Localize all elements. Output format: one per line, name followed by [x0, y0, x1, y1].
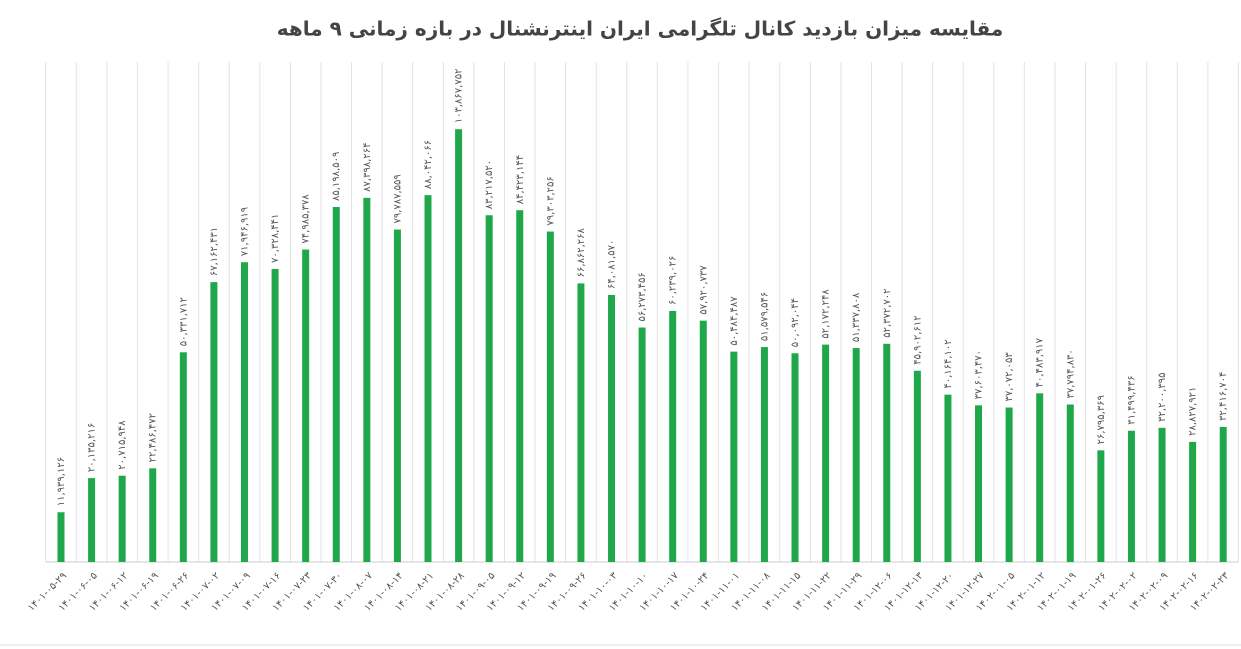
bar — [760, 347, 768, 562]
bar — [608, 294, 616, 562]
value-label: ۸۴,۴۲۳,۱۴۴ — [515, 155, 526, 204]
bar — [1219, 426, 1227, 562]
value-label: ۶۰,۲۳۹,۰۲۶ — [668, 256, 679, 305]
value-label: ۵۲,۱۷۲,۲۴۸ — [821, 289, 832, 339]
bar — [118, 475, 126, 562]
value-label: ۸۸,۰۴۲,۰۶۶ — [423, 140, 434, 189]
value-label: ۳۷,۶۰۳,۴۷۰ — [974, 350, 985, 399]
bar — [363, 197, 371, 562]
value-label: ۴۵,۹۰۲,۶۱۲ — [912, 315, 923, 364]
bar — [1189, 441, 1197, 562]
bar — [546, 231, 554, 562]
value-label: ۲۰,۷۱۵,۹۴۸ — [117, 420, 128, 470]
value-label: ۲۰,۱۳۵,۲۱۶ — [87, 423, 98, 472]
bar — [638, 327, 646, 562]
bar — [424, 195, 432, 562]
bar — [822, 344, 830, 562]
value-label: ۷۰,۳۲۸,۴۴۱ — [270, 214, 281, 263]
value-label: ۵۶,۲۷۳,۴۵۶ — [637, 272, 648, 321]
bar — [455, 129, 463, 562]
value-label: ۷۱,۹۴۶,۹۱۹ — [240, 207, 251, 256]
value-label: ۲۶,۷۹۵,۳۶۹ — [1096, 395, 1107, 444]
value-label: ۵۰,۰۹۲,۰۴۴ — [790, 298, 801, 347]
bar — [1097, 450, 1105, 562]
value-label: ۳۷,۷۹۴,۸۳۰ — [1065, 349, 1076, 398]
chart-title: مقایسه میزان بازدید کانال تلگرامی ایران … — [277, 17, 1004, 41]
bar — [210, 282, 218, 562]
value-label: ۳۲,۲۰۰,۳۹۵ — [1157, 373, 1168, 422]
bar — [516, 210, 524, 563]
value-label: ۳۲,۴۱۶,۷۰۴ — [1218, 372, 1229, 421]
bar — [913, 370, 921, 562]
value-label: ۵۱,۳۳۷,۸۰۸ — [851, 292, 862, 342]
bar — [241, 262, 248, 562]
value-label: ۲۲,۴۸۶,۴۷۲ — [148, 413, 159, 462]
value-label: ۵۷,۹۲۰,۷۳۷ — [698, 265, 709, 315]
value-label: ۸۷,۳۹۸,۲۶۴ — [362, 143, 373, 192]
bar — [1036, 393, 1044, 562]
bar — [1066, 404, 1074, 562]
value-label: ۴۰,۱۶۴,۱۰۲ — [943, 339, 954, 388]
bar — [669, 311, 677, 562]
value-label: ۱۱,۹۳۹,۱۲۶ — [56, 457, 67, 506]
value-label: ۴۰,۴۸۳,۹۱۷ — [1035, 337, 1046, 387]
value-label: ۷۹,۳۰۳,۲۵۶ — [545, 176, 556, 225]
bar — [393, 229, 401, 563]
value-label: ۵۰,۴۸۴,۴۸۷ — [729, 296, 740, 346]
bar — [791, 353, 799, 562]
bar — [88, 478, 96, 562]
bar — [1158, 427, 1166, 562]
value-label: ۶۶,۸۶۲,۲۶۸ — [576, 227, 587, 277]
bar — [944, 394, 952, 562]
bar — [332, 207, 340, 562]
bar — [485, 215, 493, 563]
value-label: ۸۵,۱۹۸,۵۰۹ — [331, 152, 342, 201]
value-label: ۱۰۳,۸۶۷,۷۵۲ — [454, 69, 465, 124]
bar — [149, 468, 157, 562]
value-label: ۳۱,۴۹۹,۴۳۶ — [1126, 375, 1137, 424]
bar — [577, 283, 585, 562]
bar — [975, 405, 983, 562]
bar — [179, 352, 187, 562]
value-label: ۶۴,۰۸۱,۵۷۰ — [607, 240, 618, 289]
bar — [883, 343, 891, 562]
value-label: ۷۹,۷۸۷,۵۵۹ — [392, 174, 403, 223]
value-label: ۶۷,۱۶۲,۴۳۱ — [209, 227, 220, 276]
bar — [1127, 430, 1135, 562]
value-label: ۳۷,۰۷۲,۰۵۳ — [1004, 352, 1015, 402]
value-label: ۵۰,۳۳۱,۷۱۲ — [178, 297, 189, 346]
bar — [730, 351, 738, 562]
bar — [302, 249, 310, 563]
value-label: ۵۲,۳۷۲,۷۰۲ — [882, 288, 893, 337]
bar — [852, 348, 860, 562]
bar — [57, 512, 65, 562]
bar — [1005, 407, 1013, 562]
value-label: ۲۸,۸۲۷,۹۲۱ — [1188, 387, 1199, 436]
value-label: ۵۱,۵۷۹,۵۴۶ — [759, 292, 770, 341]
bar — [271, 268, 279, 562]
bar — [699, 320, 707, 562]
value-label: ۷۴,۹۸۵,۳۷۸ — [301, 194, 312, 244]
value-label: ۸۳,۲۱۷,۵۲۰ — [484, 160, 495, 209]
